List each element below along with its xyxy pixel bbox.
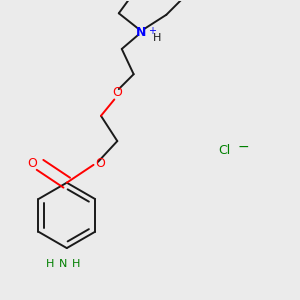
Text: O: O — [95, 157, 105, 170]
Text: N: N — [59, 260, 68, 269]
Text: H: H — [153, 33, 162, 43]
Text: H: H — [46, 260, 55, 269]
Text: O: O — [112, 85, 122, 98]
Text: N: N — [136, 26, 146, 39]
Text: Cl: Cl — [218, 143, 230, 157]
Text: H: H — [72, 260, 80, 269]
Text: −: − — [238, 140, 249, 154]
Text: +: + — [148, 26, 156, 36]
Text: O: O — [28, 157, 38, 170]
